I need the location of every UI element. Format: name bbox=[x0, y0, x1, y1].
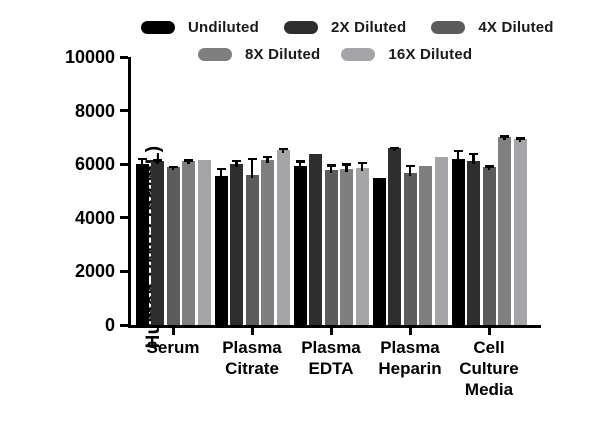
bar bbox=[451, 159, 465, 325]
error-bar-cap bbox=[515, 137, 525, 140]
bar bbox=[293, 165, 307, 325]
bar bbox=[324, 170, 338, 325]
bar bbox=[482, 166, 496, 325]
bar bbox=[276, 150, 290, 325]
error-bar-cap bbox=[500, 135, 509, 138]
plot-area: Human BMP2 (pg/mL) 020004000600080001000… bbox=[65, 47, 541, 399]
legend-item: Undiluted bbox=[141, 19, 259, 36]
error-bar-line bbox=[219, 167, 223, 180]
error-bar-cap bbox=[469, 152, 478, 156]
legend-item: 4X Diluted bbox=[431, 19, 553, 36]
y-axis-tick bbox=[120, 216, 128, 220]
x-category-label: Serum bbox=[146, 338, 200, 357]
error-bar-cap bbox=[263, 155, 272, 159]
legend-label: Undiluted bbox=[188, 19, 259, 36]
y-tick-label: 6000 bbox=[74, 154, 115, 175]
x-axis-tick bbox=[329, 328, 333, 335]
legend-row-2: 8X Diluted 16X Diluted bbox=[198, 46, 472, 63]
error-bar-cap bbox=[137, 157, 147, 160]
legend-label: 4X Diluted bbox=[478, 19, 554, 36]
legend-item: 8X Diluted bbox=[198, 46, 320, 63]
y-tick-label: 2000 bbox=[74, 261, 115, 282]
error-bar-cap bbox=[247, 157, 257, 161]
error-bar-line bbox=[408, 164, 412, 176]
error-bar-line bbox=[266, 155, 269, 164]
legend-label: 2X Diluted bbox=[330, 19, 407, 36]
error-bar-cap bbox=[216, 167, 226, 171]
error-bar-line bbox=[140, 157, 144, 168]
bar bbox=[355, 168, 369, 325]
bar bbox=[403, 172, 417, 325]
bar bbox=[309, 154, 322, 325]
bar bbox=[151, 160, 164, 325]
error-bar-cap bbox=[326, 164, 336, 167]
error-bar-cap bbox=[232, 159, 241, 163]
error-bar-line bbox=[472, 152, 475, 165]
bar bbox=[245, 174, 259, 325]
x-axis-tick bbox=[171, 328, 175, 335]
bar bbox=[513, 138, 527, 325]
error-bar-line bbox=[281, 147, 285, 154]
error-bar-cap bbox=[168, 165, 178, 169]
x-category-label: Cell Culture Media bbox=[459, 338, 519, 399]
error-bar-line bbox=[360, 161, 364, 172]
legend-swatch-icon bbox=[341, 48, 376, 61]
bar bbox=[230, 163, 243, 325]
error-bar-line bbox=[298, 160, 302, 169]
x-axis-tick bbox=[250, 328, 254, 335]
error-bar-cap bbox=[342, 163, 351, 166]
error-bar-cap bbox=[278, 147, 288, 151]
bar bbox=[340, 169, 353, 325]
y-axis-tick bbox=[120, 162, 128, 166]
y-axis-tick bbox=[120, 269, 128, 273]
legend-item: 2X Diluted bbox=[283, 19, 407, 36]
bar bbox=[372, 178, 386, 325]
error-bar-cap bbox=[405, 164, 415, 168]
legend-row-1: Undiluted 2X Diluted 4X Diluted bbox=[141, 19, 554, 36]
bar bbox=[388, 148, 401, 325]
error-bar-line bbox=[250, 157, 254, 178]
bar bbox=[419, 165, 432, 325]
bar bbox=[135, 164, 149, 325]
x-axis-tick bbox=[408, 328, 412, 335]
legend-swatch-icon bbox=[431, 21, 466, 34]
legend-label: 8X Diluted bbox=[245, 46, 321, 63]
error-bar-line bbox=[345, 163, 348, 173]
x-category-label: Plasma Citrate bbox=[222, 338, 282, 378]
legend-item: 16X Diluted bbox=[341, 46, 472, 63]
bar bbox=[467, 161, 480, 325]
error-bar-line bbox=[456, 149, 460, 163]
y-tick-label: 8000 bbox=[74, 100, 115, 121]
error-bar-cap bbox=[295, 160, 305, 163]
error-bar-cap bbox=[484, 165, 494, 168]
y-axis-tick bbox=[120, 55, 128, 59]
bar bbox=[166, 167, 180, 325]
bar bbox=[498, 136, 511, 325]
x-category-label: Plasma EDTA bbox=[301, 338, 361, 378]
error-bar-cap bbox=[184, 159, 193, 162]
error-bar-line bbox=[235, 159, 238, 167]
legend-swatch-icon bbox=[283, 21, 318, 34]
legend-swatch-icon bbox=[198, 48, 232, 61]
error-bar-cap bbox=[390, 146, 399, 149]
error-bar-line bbox=[329, 164, 333, 174]
bar bbox=[434, 156, 448, 325]
y-tick-label: 10000 bbox=[64, 47, 115, 67]
error-bar-cap bbox=[453, 149, 463, 153]
bar bbox=[182, 160, 195, 325]
y-tick-label: 0 bbox=[104, 315, 115, 335]
legend-swatch-icon bbox=[141, 21, 175, 34]
y-tick-label: 4000 bbox=[74, 207, 115, 228]
bar bbox=[214, 176, 228, 325]
bar bbox=[261, 160, 274, 325]
x-category-label: Plasma Heparin bbox=[378, 338, 442, 378]
error-bar-cap bbox=[357, 161, 367, 165]
legend-label: 16X Diluted bbox=[388, 46, 473, 63]
y-axis-tick bbox=[120, 109, 128, 113]
bar bbox=[197, 160, 211, 325]
x-axis-tick bbox=[487, 328, 491, 335]
error-bar-cap bbox=[153, 159, 162, 162]
y-axis-tick bbox=[120, 323, 128, 327]
